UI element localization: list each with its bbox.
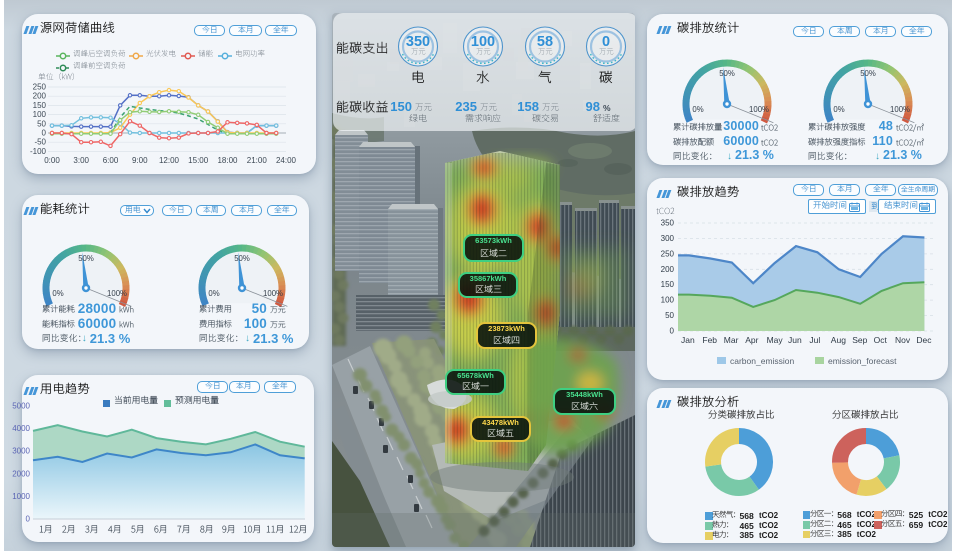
svg-text:300: 300 — [661, 234, 675, 243]
svg-text:Feb: Feb — [702, 335, 717, 345]
svg-text:50%: 50% — [78, 254, 94, 263]
svg-text:15:00: 15:00 — [188, 156, 209, 165]
svg-text:Nov: Nov — [895, 335, 911, 345]
svg-text:-50: -50 — [34, 138, 46, 147]
svg-text:Apr: Apr — [745, 335, 758, 345]
svg-text:Mar: Mar — [724, 335, 739, 345]
svg-text:100%: 100% — [263, 289, 283, 298]
svg-text:5000: 5000 — [12, 402, 30, 411]
svg-text:50%: 50% — [234, 254, 250, 263]
svg-text:100: 100 — [661, 296, 675, 305]
svg-text:0: 0 — [670, 327, 675, 336]
svg-text:0%: 0% — [833, 105, 844, 114]
svg-text:Dec: Dec — [916, 335, 932, 345]
svg-text:Jul: Jul — [809, 335, 820, 345]
svg-text:100: 100 — [33, 110, 47, 119]
svg-text:0: 0 — [42, 129, 47, 138]
svg-text:0: 0 — [26, 515, 31, 524]
svg-text:200: 200 — [661, 265, 675, 274]
svg-text:250: 250 — [661, 249, 675, 258]
svg-text:100%: 100% — [749, 105, 769, 114]
svg-text:3:00: 3:00 — [73, 156, 89, 165]
svg-text:-100: -100 — [30, 147, 47, 156]
svg-text:1000: 1000 — [12, 492, 30, 501]
svg-text:50%: 50% — [719, 69, 735, 78]
svg-text:4000: 4000 — [12, 424, 30, 433]
svg-text:50%: 50% — [860, 69, 876, 78]
svg-text:0%: 0% — [208, 289, 219, 298]
svg-text:0%: 0% — [692, 105, 703, 114]
svg-text:50: 50 — [665, 311, 674, 320]
svg-text:250: 250 — [33, 83, 47, 92]
svg-text:Sep: Sep — [852, 335, 867, 345]
svg-text:24:00: 24:00 — [276, 156, 297, 165]
svg-text:9:00: 9:00 — [132, 156, 148, 165]
svg-text:18:00: 18:00 — [217, 156, 238, 165]
svg-text:100%: 100% — [890, 105, 910, 114]
svg-text:50: 50 — [37, 119, 46, 128]
svg-text:Aug: Aug — [831, 335, 846, 345]
svg-text:21:00: 21:00 — [247, 156, 268, 165]
svg-text:Jun: Jun — [788, 335, 802, 345]
svg-text:12:00: 12:00 — [159, 156, 180, 165]
svg-text:100%: 100% — [107, 289, 127, 298]
svg-text:0%: 0% — [52, 289, 63, 298]
svg-text:emission_forecast: emission_forecast — [828, 356, 897, 366]
svg-text:350: 350 — [661, 219, 675, 228]
svg-text:150: 150 — [33, 101, 47, 110]
svg-text:150: 150 — [661, 280, 675, 289]
svg-text:6:00: 6:00 — [103, 156, 119, 165]
svg-text:0:00: 0:00 — [44, 156, 60, 165]
svg-text:Oct: Oct — [874, 335, 888, 345]
svg-text:200: 200 — [33, 92, 47, 101]
svg-text:carbon_emission: carbon_emission — [730, 356, 795, 366]
svg-text:3000: 3000 — [12, 447, 30, 456]
svg-text:Jan: Jan — [681, 335, 695, 345]
svg-text:2000: 2000 — [12, 469, 30, 478]
svg-text:May: May — [767, 335, 784, 345]
